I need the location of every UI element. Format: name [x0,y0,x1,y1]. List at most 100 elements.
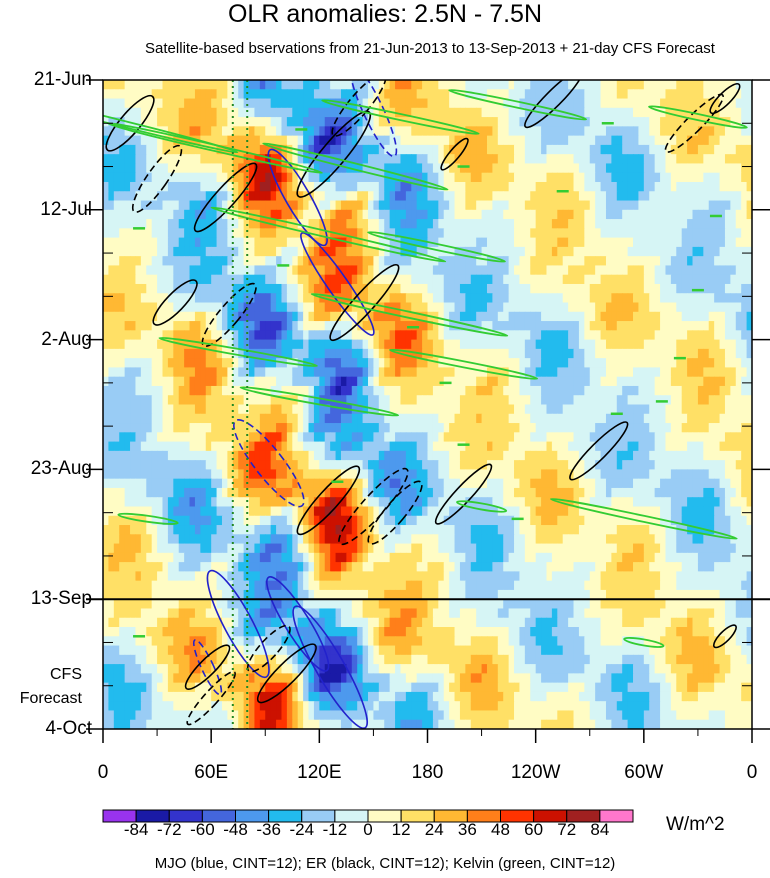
olr-cell [286,172,293,183]
olr-cell [378,80,385,90]
olr-cell [665,311,672,322]
olr-cell [130,385,137,396]
olr-cell [470,237,477,248]
olr-cell [432,274,439,285]
olr-cell [373,135,380,146]
olr-cell [411,274,418,285]
olr-cell [249,126,256,137]
olr-cell [573,302,580,313]
olr-cell [351,395,358,406]
olr-cell [465,154,472,165]
olr-cell [259,154,266,165]
olr-cell [622,154,629,165]
olr-cell [319,460,326,470]
olr-cell [151,413,158,424]
olr-cell [708,367,715,378]
olr-cell [486,89,493,100]
chart-title: OLR anomalies: 2.5N - 7.5N [227,0,543,28]
olr-cell [238,246,245,257]
olr-cell [335,330,342,341]
olr-cell [692,219,699,229]
olr-cell [730,228,737,239]
olr-cell [714,256,721,267]
olr-cell [627,283,634,294]
olr-cell [265,441,272,452]
olr-cell [622,80,629,90]
olr-cell [270,228,277,239]
olr-cell [600,385,607,396]
olr-cell [735,339,742,350]
olr-cell [605,200,612,211]
olr-cell [519,348,526,359]
olr-cell [708,395,715,406]
olr-cell [238,172,245,183]
olr-cell [643,404,650,415]
olr-cell [546,450,553,461]
olr-cell [232,376,239,387]
olr-cell [416,219,423,229]
olr-cell [167,395,174,406]
olr-cell [297,209,304,220]
olr-cell [216,330,223,341]
olr-cell [124,126,131,137]
olr-cell [276,423,283,433]
olr-cell [405,80,412,90]
olr-cell [389,256,396,267]
olr-cell [519,441,526,452]
olr-cell [346,321,353,331]
olr-cell [319,181,326,192]
olr-cell [595,237,602,248]
olr-cell [227,385,234,396]
olr-cell [232,181,239,192]
olr-cell [130,413,137,424]
olr-cell [595,385,602,396]
olr-cell [411,432,418,443]
olr-cell [665,80,672,90]
olr-cell [254,413,261,424]
olr-cell [730,311,737,322]
olr-cell [324,107,331,118]
olr-cell [551,450,558,461]
olr-cell [735,283,742,294]
olr-cell [508,413,515,424]
olr-cell [119,117,126,127]
olr-cell [281,283,288,294]
olr-cell [649,219,656,229]
olr-cell [730,413,737,424]
olr-cell [714,117,721,127]
olr-cell [243,265,250,276]
olr-cell [546,89,553,100]
olr-cell [503,348,510,359]
olr-cell [492,219,499,229]
olr-cell [221,432,228,443]
olr-cell [221,302,228,313]
olr-cell [465,423,472,433]
olr-cell [605,385,612,396]
olr-cell [227,413,234,424]
olr-cell [741,265,748,276]
olr-cell [643,209,650,220]
olr-cell [443,181,450,192]
olr-cell [724,135,731,146]
olr-cell [113,256,120,267]
olr-cell [113,209,120,220]
olr-cell [649,385,656,396]
olr-cell [703,404,710,415]
olr-cell [335,321,342,331]
olr-cell [481,339,488,350]
olr-cell [227,339,234,350]
olr-cell [297,330,304,341]
olr-cell [297,135,304,146]
olr-cell [735,89,742,100]
olr-cell [665,181,672,192]
olr-cell [568,339,575,350]
olr-cell [616,256,623,267]
olr-cell [368,450,375,461]
olr-cell [151,228,158,239]
olr-cell [681,80,688,90]
olr-cell [508,135,515,146]
olr-cell [568,385,575,396]
olr-cell [146,117,153,127]
olr-cell [422,376,429,387]
olr-cell [568,228,575,239]
